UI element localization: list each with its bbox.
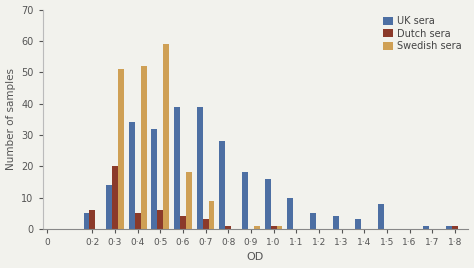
- Bar: [219, 141, 225, 229]
- Bar: [180, 216, 186, 229]
- Bar: [265, 179, 271, 229]
- Bar: [203, 219, 209, 229]
- Bar: [209, 201, 214, 229]
- Bar: [135, 213, 141, 229]
- Bar: [287, 198, 293, 229]
- Bar: [254, 226, 260, 229]
- X-axis label: OD: OD: [247, 252, 264, 262]
- Bar: [276, 226, 283, 229]
- Bar: [152, 129, 157, 229]
- Bar: [163, 44, 169, 229]
- Bar: [333, 216, 338, 229]
- Bar: [271, 226, 276, 229]
- Bar: [452, 226, 458, 229]
- Bar: [225, 226, 231, 229]
- Bar: [112, 166, 118, 229]
- Bar: [118, 69, 124, 229]
- Bar: [83, 213, 90, 229]
- Bar: [106, 185, 112, 229]
- Y-axis label: Number of samples: Number of samples: [6, 68, 16, 170]
- Bar: [356, 219, 361, 229]
- Bar: [197, 107, 203, 229]
- Bar: [186, 173, 192, 229]
- Bar: [174, 107, 180, 229]
- Bar: [157, 210, 163, 229]
- Bar: [242, 173, 248, 229]
- Bar: [446, 226, 452, 229]
- Bar: [141, 66, 146, 229]
- Legend: UK sera, Dutch sera, Swedish sera: UK sera, Dutch sera, Swedish sera: [382, 14, 464, 53]
- Bar: [378, 204, 384, 229]
- Bar: [423, 226, 429, 229]
- Bar: [310, 213, 316, 229]
- Bar: [129, 122, 135, 229]
- Bar: [90, 210, 95, 229]
